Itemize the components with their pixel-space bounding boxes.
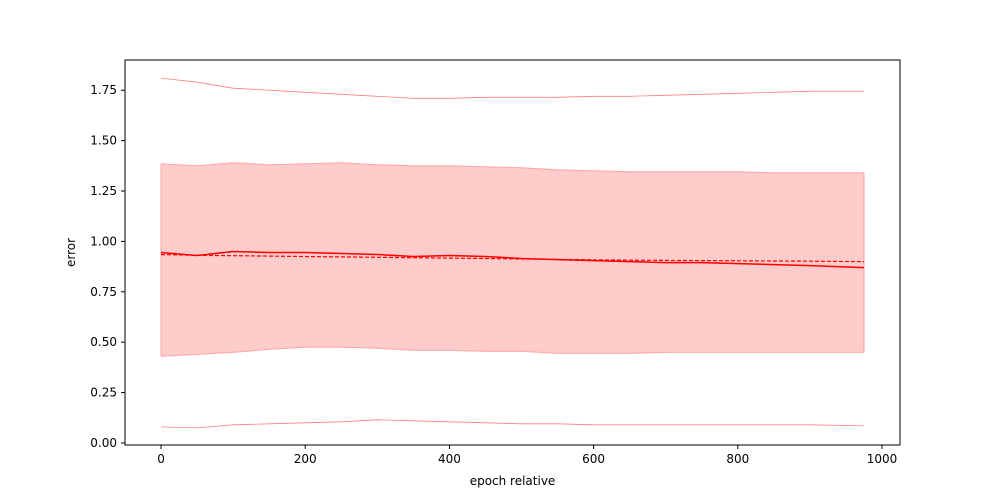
y-tick-label: 1.00 xyxy=(90,234,117,248)
mean-series-line xyxy=(160,250,865,269)
y-tick-label: 0.75 xyxy=(90,285,117,299)
y-tick-label: 1.25 xyxy=(90,184,117,198)
x-tick-label: 200 xyxy=(294,452,317,466)
x-tick-label: 800 xyxy=(726,452,749,466)
y-tick-label: 1.75 xyxy=(90,83,117,97)
plot-area xyxy=(160,77,865,429)
axes-frame xyxy=(124,59,901,446)
min-series-line xyxy=(160,419,865,429)
max-series-line xyxy=(160,77,864,99)
y-axis-label: error xyxy=(64,238,78,267)
band-lower-line xyxy=(160,346,864,357)
band-upper-line xyxy=(160,162,864,174)
x-tick-label: 600 xyxy=(582,452,605,466)
x-tick-label: 1000 xyxy=(867,452,898,466)
x-tick-label: 400 xyxy=(438,452,461,466)
x-tick-label: 0 xyxy=(157,452,165,466)
x-axis-label: epoch relative xyxy=(470,474,556,488)
trend-dashed-line xyxy=(160,253,865,263)
y-tick-label: 0.25 xyxy=(90,386,117,400)
y-tick-label: 1.50 xyxy=(90,134,117,148)
tick-marks: 0 200 400 600 800 1000 0.00 0.25 0.50 0.75 1.00 1.2… xyxy=(90,83,897,466)
y-tick-label: 0.50 xyxy=(90,335,117,349)
band-area xyxy=(161,162,864,357)
y-tick-label: 0.00 xyxy=(90,436,117,450)
